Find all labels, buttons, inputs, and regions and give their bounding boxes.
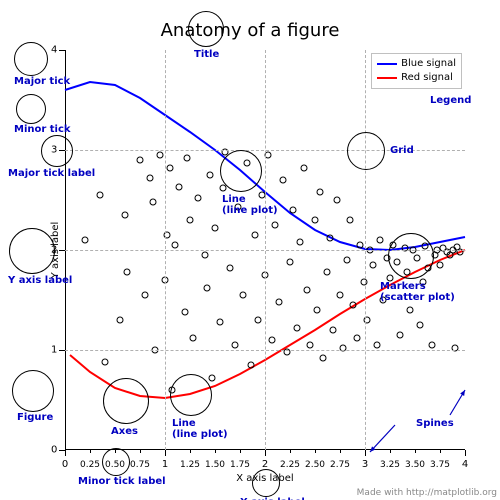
figure: Anatomy of a figure Blue signal Red sign… bbox=[0, 0, 500, 500]
spine-arrow-1 bbox=[0, 0, 500, 500]
